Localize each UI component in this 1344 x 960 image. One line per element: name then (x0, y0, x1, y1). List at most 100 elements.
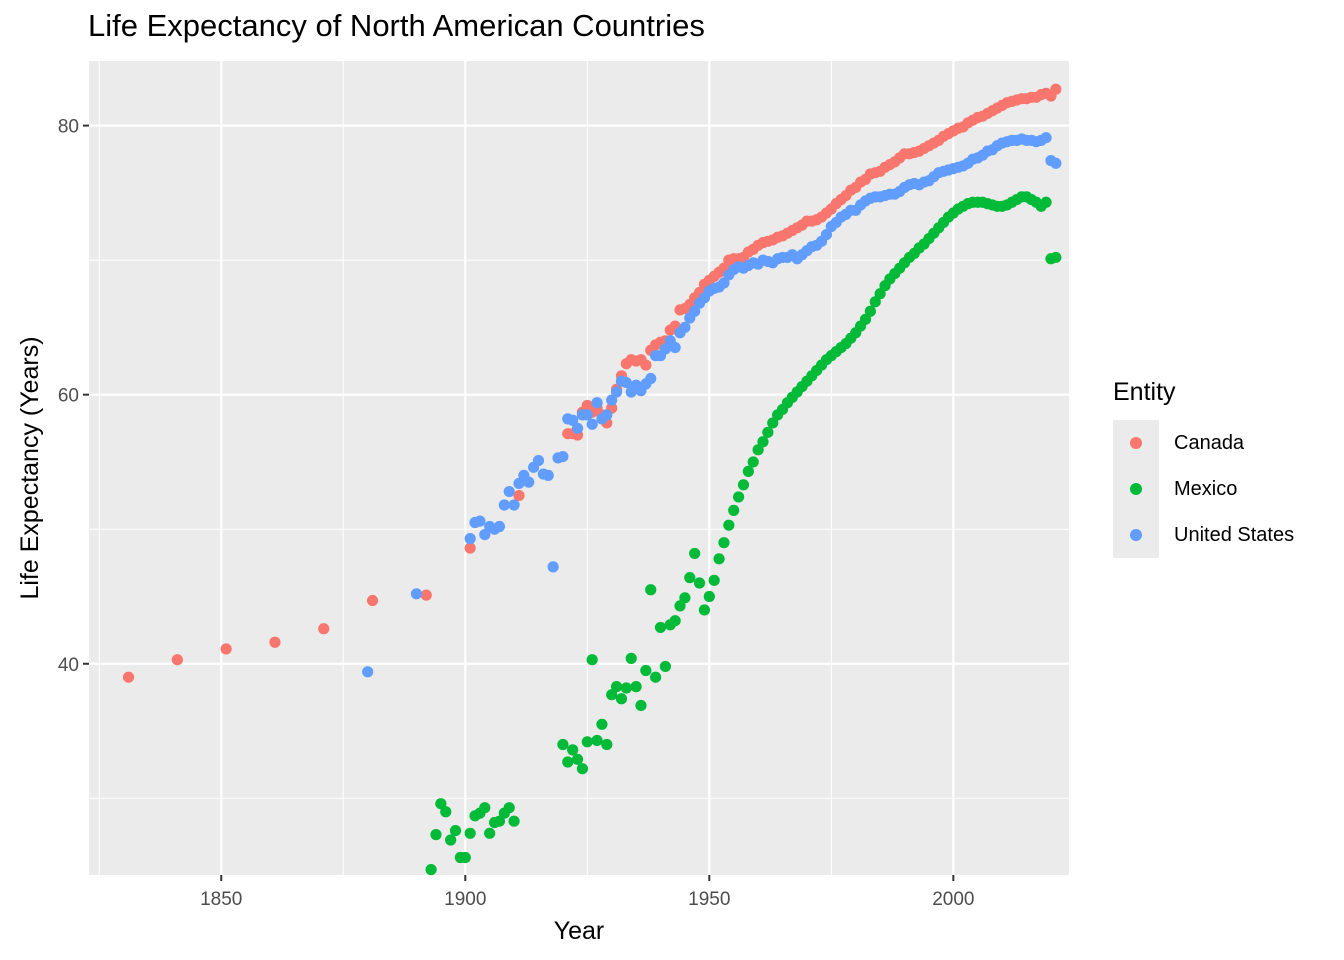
point-united-states (479, 529, 491, 541)
point-mexico (732, 491, 745, 503)
point-united-states (362, 666, 374, 678)
point-mexico (503, 802, 515, 814)
point-mexico (615, 693, 628, 705)
point-mexico (723, 519, 735, 531)
point-mexico (767, 417, 779, 429)
point-mexico (576, 763, 589, 775)
point-united-states (610, 386, 623, 398)
point-united-states (523, 476, 535, 488)
point-mexico (757, 436, 769, 448)
point-united-states (493, 520, 506, 533)
y-tick-label: 40 (58, 655, 79, 676)
legend-item-mexico: Mexico (1113, 466, 1237, 512)
point-mexico (464, 827, 476, 839)
point-canada (464, 542, 476, 554)
point-united-states (474, 515, 486, 527)
point-united-states (498, 499, 510, 511)
axis-ticks: 1850 1900 1950 2000 40 60 80 (58, 117, 975, 910)
point-mexico (654, 621, 667, 634)
point-united-states (591, 397, 603, 409)
point-united-states (669, 341, 681, 354)
point-mexico (708, 574, 720, 586)
point-mexico (601, 738, 613, 751)
point-mexico (703, 590, 715, 603)
point-mexico (762, 426, 774, 438)
point-mexico (1040, 196, 1052, 208)
point-mexico (650, 671, 662, 683)
point-mexico (869, 296, 881, 308)
point-mexico (1050, 251, 1062, 264)
point-canada (513, 489, 525, 502)
x-tick-label: 1850 (200, 889, 242, 910)
legend-marker-canada (1130, 437, 1142, 449)
point-mexico (571, 753, 584, 765)
x-tick-label: 1950 (688, 889, 730, 910)
point-canada (122, 671, 135, 683)
point-mexico (689, 547, 701, 560)
point-mexico (713, 553, 725, 565)
y-axis-title: Life Expectancy (Years) (16, 336, 44, 599)
point-united-states (557, 450, 569, 463)
point-mexico (659, 660, 671, 673)
legend-marker-united-states (1130, 529, 1142, 541)
point-mexico (742, 465, 754, 477)
point-mexico (752, 444, 764, 456)
point-mexico (581, 736, 593, 748)
point-united-states (689, 305, 701, 317)
point-mexico (864, 305, 876, 317)
point-united-states (542, 469, 554, 481)
point-canada (1050, 83, 1062, 95)
point-canada (318, 623, 330, 635)
point-united-states (718, 277, 730, 289)
point-united-states (513, 477, 525, 490)
point-mexico (625, 652, 637, 664)
point-mexico (562, 756, 574, 768)
point-canada (220, 643, 232, 655)
point-mexico (698, 604, 711, 616)
point-united-states (547, 561, 559, 573)
point-united-states (659, 343, 671, 355)
point-mexico (430, 829, 442, 841)
point-united-states (679, 321, 691, 333)
legend-label-canada: Canada (1174, 431, 1245, 454)
point-mexico (874, 288, 886, 300)
point-canada (269, 636, 281, 648)
x-axis-title: Year (554, 917, 605, 945)
point-mexico (425, 864, 437, 876)
point-mexico (484, 827, 496, 839)
point-mexico (567, 744, 579, 756)
y-tick-label: 80 (58, 117, 79, 138)
legend-marker-mexico (1130, 483, 1142, 495)
point-mexico (586, 654, 598, 666)
y-tick-label: 60 (58, 386, 79, 407)
legend-item-united-states: United States (1113, 512, 1294, 558)
point-united-states (567, 414, 579, 426)
point-united-states (503, 485, 515, 498)
point-united-states (645, 372, 657, 385)
point-canada (366, 594, 379, 607)
point-mexico (635, 699, 647, 712)
point-mexico (459, 851, 471, 864)
legend-item-canada: Canada (1113, 420, 1244, 466)
point-mexico (449, 825, 462, 837)
point-mexico (493, 815, 506, 827)
point-mexico (859, 313, 872, 325)
point-mexico (606, 689, 618, 701)
point-united-states (532, 455, 545, 467)
point-mexico (645, 584, 657, 596)
point-canada (171, 654, 183, 666)
point-mexico (610, 681, 623, 693)
point-united-states (820, 228, 833, 241)
point-mexico (630, 681, 642, 693)
point-mexico (620, 682, 632, 694)
legend-label-united-states: United States (1174, 523, 1295, 546)
point-canada (420, 589, 432, 601)
point-mexico (591, 734, 603, 747)
point-mexico (693, 577, 706, 589)
point-mexico (435, 798, 447, 810)
point-mexico (557, 738, 569, 751)
point-mexico (728, 504, 740, 516)
point-mexico (718, 537, 730, 549)
legend-label-mexico: Mexico (1174, 477, 1238, 500)
point-united-states (620, 376, 632, 389)
